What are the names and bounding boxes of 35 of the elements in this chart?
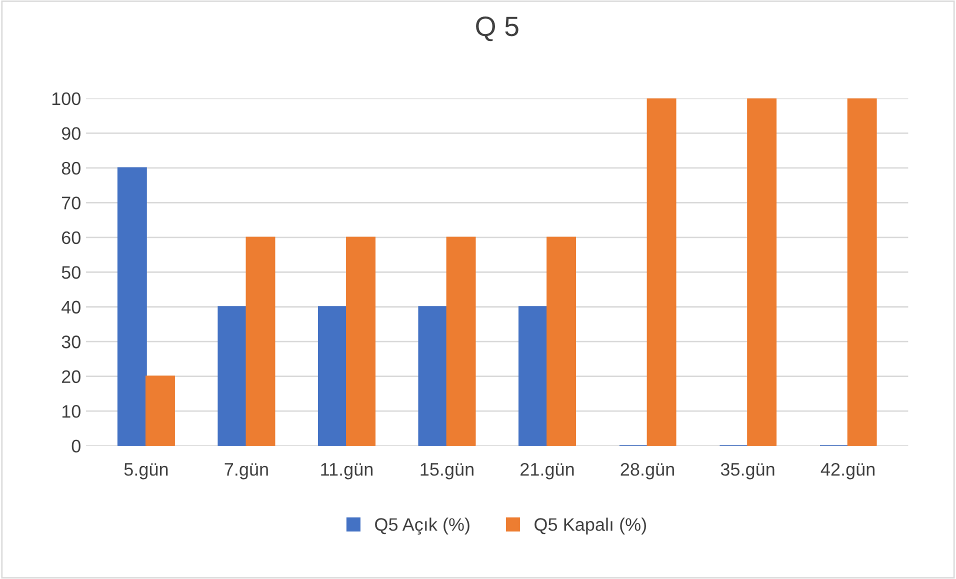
x-tick-label: 15.gün [420,463,474,480]
bar [446,236,476,446]
y-tick-label: 50 [62,266,80,279]
legend-label: Q5 Açık (%) [375,518,470,535]
x-tick-label: 5.gün [124,463,168,480]
bar [847,98,877,446]
y-tick-label: 20 [62,370,80,384]
y-tick-label: 0 [72,440,80,453]
bar [546,236,576,446]
bar [418,306,448,446]
x-tick-label: 7.gün [224,463,268,480]
y-tick-label: 100 [52,92,80,106]
x-tick-label: 28.gün [620,462,674,480]
x-tick-label: 11.gün [321,463,372,480]
x-tick-label: 21.gün [520,462,574,480]
bar [117,167,147,446]
legend-label: Q5 Kapalı (%) [534,518,646,534]
y-tick-label: 40 [62,300,80,314]
y-tick-label: 10 [62,405,80,418]
bar [518,306,548,446]
bar [346,236,376,446]
bar [318,306,348,446]
bar [747,98,777,446]
bar [646,98,676,446]
bar [146,376,175,446]
x-tick-label: 42.gün [820,462,874,480]
bar [218,306,248,446]
y-tick-label: 80 [62,162,80,175]
y-tick-label: 30 [62,336,80,348]
y-tick-label: 60 [62,231,80,244]
y-tick-label: 70 [62,196,80,210]
x-tick-label: 35.gün [720,462,774,480]
bar [246,236,276,446]
chart-title: Q 5 [476,16,518,42]
y-tick-label: 90 [62,127,80,140]
